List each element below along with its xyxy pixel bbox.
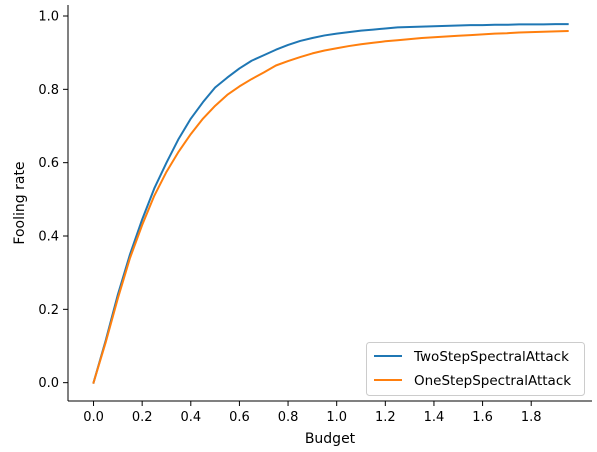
y-tick-label: 0.0 — [38, 376, 59, 391]
y-tick-label: 1.0 — [38, 10, 59, 25]
x-tick-label: 0.2 — [132, 410, 153, 425]
x-tick-label: 1.4 — [424, 410, 445, 425]
x-tick-label: 1.2 — [375, 410, 396, 425]
x-tick-label: 0.8 — [278, 410, 299, 425]
y-tick-label: 0.8 — [38, 83, 59, 98]
y-tick-label: 0.4 — [38, 230, 59, 245]
x-tick-label: 1.8 — [521, 410, 542, 425]
x-tick-label: 0.4 — [180, 410, 201, 425]
y-tick-label: 0.2 — [38, 303, 59, 318]
x-tick-label: 0.6 — [229, 410, 250, 425]
legend-label-two-step: TwoStepSpectralAttack — [413, 349, 569, 365]
y-tick-label: 0.6 — [38, 156, 59, 171]
x-tick-label: 1.0 — [326, 410, 347, 425]
legend: TwoStepSpectralAttack OneStepSpectralAtt… — [366, 342, 585, 396]
legend-box — [366, 342, 585, 396]
x-tick-label: 1.6 — [472, 410, 493, 425]
y-axis-ticks: 0.0 0.2 0.4 0.6 0.8 1.0 — [38, 10, 68, 391]
x-axis-ticks: 0.0 0.2 0.4 0.6 0.8 1.0 1.2 1.4 1.6 1.8 — [83, 401, 542, 425]
x-tick-label: 0.0 — [83, 410, 104, 425]
series-line-0 — [92, 23, 569, 384]
x-axis-label: Budget — [305, 431, 356, 447]
legend-label-one-step: OneStepSpectralAttack — [414, 373, 571, 389]
series-line-1 — [92, 30, 569, 384]
series-lines — [92, 23, 569, 384]
y-axis-label: Fooling rate — [12, 161, 28, 244]
